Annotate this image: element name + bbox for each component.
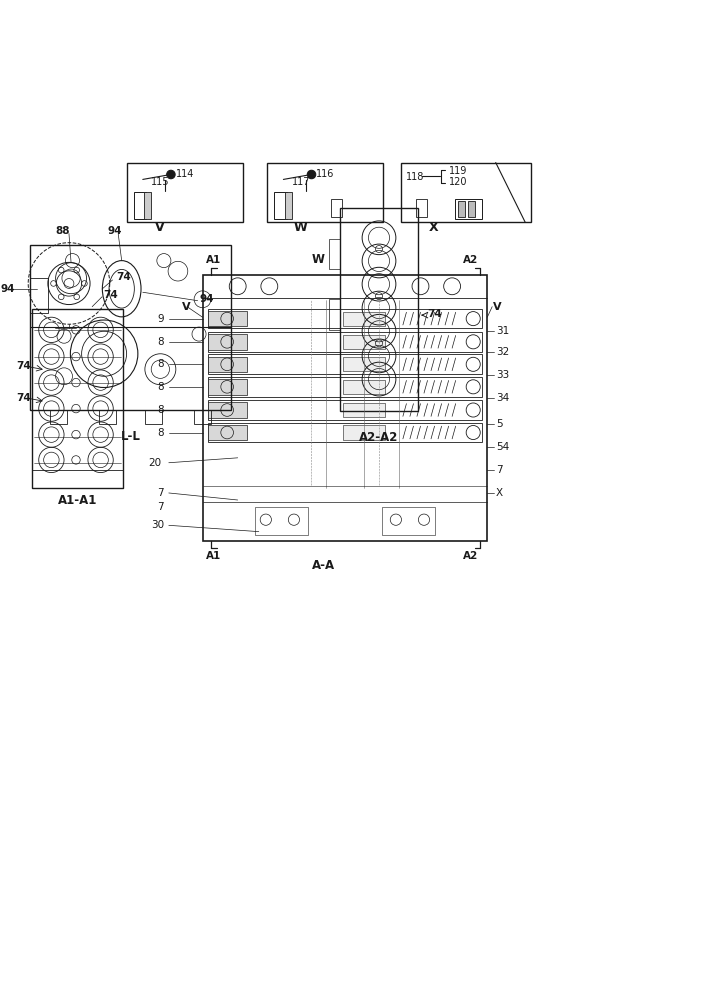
Bar (208, 332, 481, 352)
Text: 7: 7 (157, 488, 164, 498)
Bar (134, 192, 147, 219)
Bar (208, 402, 247, 418)
Text: V: V (155, 221, 164, 234)
Text: 74: 74 (103, 290, 118, 300)
Bar (285, 192, 292, 219)
Text: 118: 118 (406, 172, 424, 182)
Text: 74: 74 (427, 309, 442, 319)
Text: A-A: A-A (312, 559, 335, 572)
Text: W: W (293, 221, 307, 234)
Text: X: X (496, 488, 503, 498)
Bar (343, 425, 385, 440)
Text: 74: 74 (16, 393, 31, 403)
Text: 116: 116 (316, 169, 335, 179)
Text: 114: 114 (176, 169, 194, 179)
Bar (340, 208, 418, 411)
Text: 115: 115 (152, 177, 170, 187)
Text: 8: 8 (157, 359, 164, 369)
Bar (30, 245, 231, 410)
Bar (329, 299, 340, 330)
Text: 9: 9 (157, 314, 164, 324)
Bar (202, 275, 487, 541)
Text: 5: 5 (496, 419, 503, 429)
Text: 120: 120 (450, 177, 468, 187)
Text: 117: 117 (292, 177, 310, 187)
Bar (331, 199, 342, 217)
Text: V: V (181, 302, 190, 312)
Bar (256, 507, 308, 535)
Text: 31: 31 (496, 326, 509, 336)
Bar (208, 400, 481, 420)
Circle shape (166, 170, 175, 179)
Bar (329, 239, 340, 269)
Bar (208, 309, 481, 328)
Text: 88: 88 (55, 226, 69, 236)
Text: 8: 8 (157, 382, 164, 392)
Text: 30: 30 (151, 520, 164, 530)
Bar (343, 403, 385, 417)
Text: A2-A2: A2-A2 (360, 431, 399, 444)
Bar (50, 410, 67, 424)
Text: 54: 54 (496, 442, 509, 452)
Bar (416, 199, 427, 217)
Bar (30, 278, 48, 313)
Text: 34: 34 (496, 393, 509, 403)
Bar (343, 312, 385, 326)
Bar (343, 357, 385, 371)
Text: A2: A2 (462, 551, 478, 561)
Text: A1: A1 (206, 551, 222, 561)
Bar (458, 201, 465, 217)
Bar (145, 410, 161, 424)
Text: V: V (493, 302, 501, 312)
Bar (208, 334, 247, 350)
Text: A1-A1: A1-A1 (58, 494, 97, 507)
Text: 8: 8 (157, 337, 164, 347)
Bar (208, 354, 481, 374)
Bar (274, 192, 287, 219)
Text: A1: A1 (206, 255, 222, 265)
Bar (208, 379, 247, 395)
Bar (455, 199, 481, 219)
Text: 20: 20 (149, 458, 161, 468)
Text: X: X (429, 221, 439, 234)
Bar (267, 163, 383, 222)
Text: 7: 7 (496, 465, 503, 475)
Text: 32: 32 (496, 347, 509, 357)
Bar (208, 423, 481, 442)
Text: 74: 74 (116, 272, 131, 282)
Bar (99, 410, 116, 424)
Text: W: W (312, 253, 324, 266)
Text: 94: 94 (1, 284, 16, 294)
Text: 94: 94 (108, 226, 122, 236)
Text: 8: 8 (157, 405, 164, 415)
Text: A2: A2 (462, 255, 478, 265)
Bar (401, 163, 531, 222)
Bar (194, 410, 211, 424)
Text: 74: 74 (16, 361, 31, 371)
Bar (127, 163, 243, 222)
Bar (467, 201, 475, 217)
Bar (208, 425, 247, 440)
Bar (382, 507, 435, 535)
Bar (208, 311, 247, 326)
Text: L-L: L-L (120, 430, 140, 443)
Bar (32, 309, 123, 488)
Text: 119: 119 (450, 166, 468, 176)
Bar (208, 357, 247, 372)
Text: 8: 8 (157, 428, 164, 438)
Text: 7: 7 (157, 502, 164, 512)
Bar (144, 192, 152, 219)
Bar (343, 380, 385, 394)
Circle shape (307, 170, 316, 179)
Bar (208, 377, 481, 397)
Bar (32, 470, 123, 488)
Bar (343, 335, 385, 349)
Text: 33: 33 (496, 370, 509, 380)
Text: 94: 94 (199, 294, 214, 304)
